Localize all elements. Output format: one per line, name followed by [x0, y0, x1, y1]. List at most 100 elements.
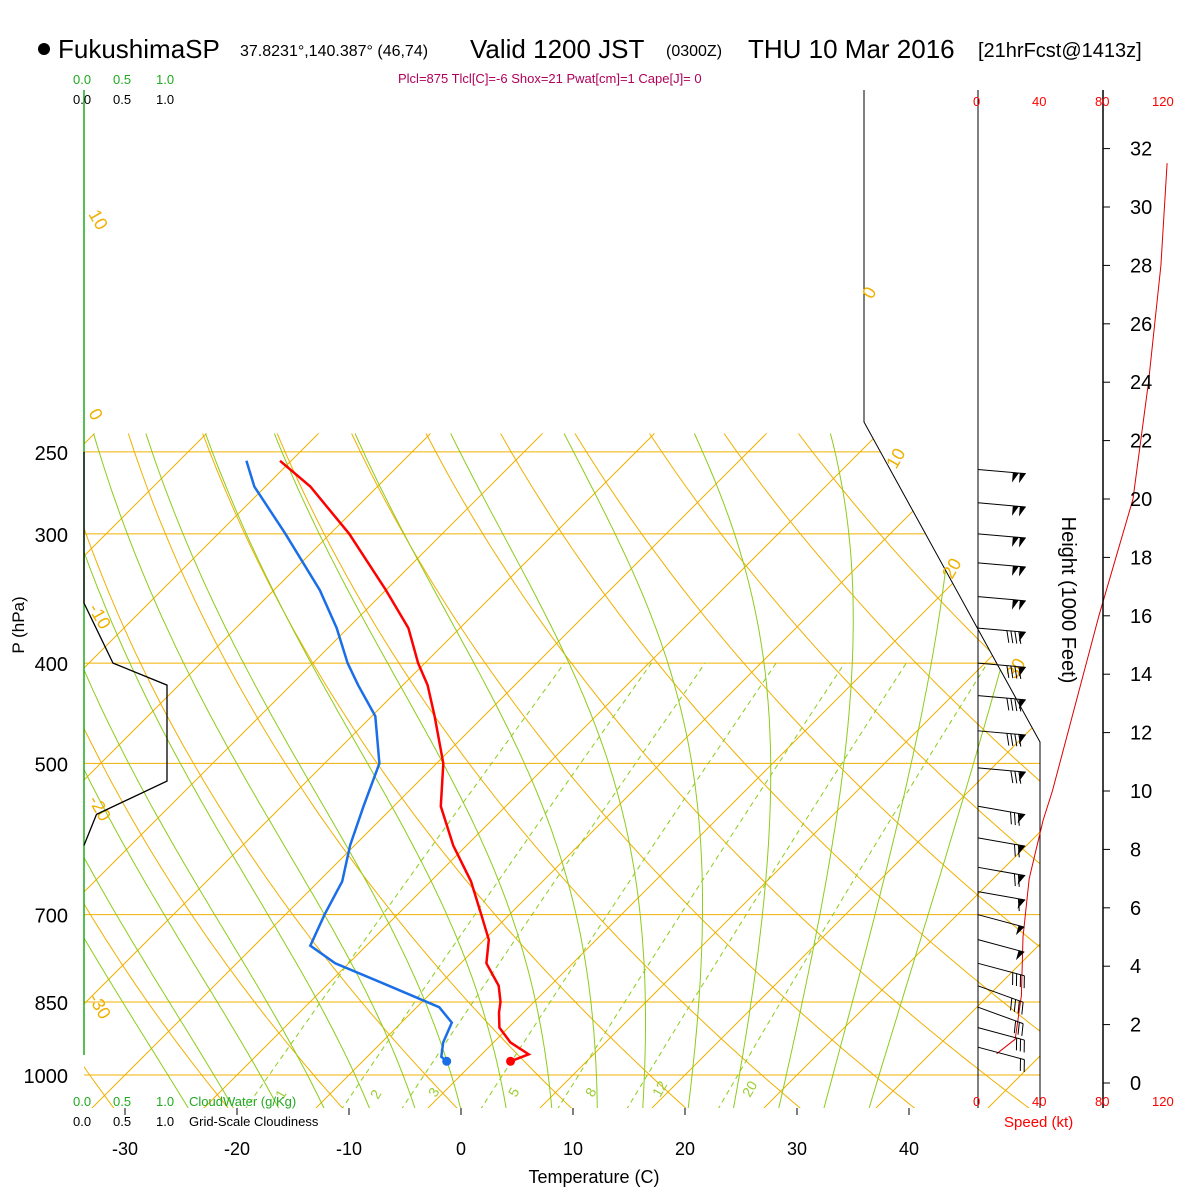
isotherm-line — [84, 433, 319, 1108]
speed-label: Speed (kt) — [1004, 1114, 1073, 1131]
wind-barb-flag — [1015, 950, 1025, 961]
wind-barb-flag — [1018, 699, 1026, 710]
temperature-tick-label: 30 — [787, 1139, 807, 1159]
wind-barb-feather — [1014, 631, 1018, 644]
speed-tick-top-80: 80 — [1095, 94, 1109, 109]
wind-barb-staff — [977, 1046, 1025, 1061]
pressure-tick-label: 300 — [35, 525, 68, 547]
isotherm-line — [84, 433, 543, 1108]
wind-barb — [977, 1046, 1025, 1072]
wind-barb-feather — [1006, 630, 1010, 643]
wind-barb-staff — [977, 627, 1026, 633]
pressure-tick-label: 250 — [35, 443, 68, 465]
wind-barb — [977, 866, 1026, 887]
cloud-tick-bot-green-0: 0.0 — [73, 1094, 91, 1109]
station-name: FukushimaSP — [58, 34, 220, 64]
height-tick-label: 14 — [1130, 664, 1152, 686]
wind-barb-flag — [1015, 925, 1025, 936]
wind-barb — [977, 502, 1026, 517]
wind-barb-feather — [1017, 898, 1020, 912]
height-tick-label: 12 — [1130, 723, 1152, 745]
wind-barb-staff — [977, 1027, 1025, 1041]
moist-adiabat-line — [84, 433, 195, 1108]
mixing-ratio-line — [620, 662, 907, 1108]
y-axis-label: P (hPa) — [9, 596, 28, 653]
height-tick-label: 26 — [1130, 314, 1152, 336]
height-tick-label: 0 — [1130, 1073, 1141, 1095]
moist-adiabat-line — [84, 433, 240, 1108]
x-axis-label: Temperature (C) — [528, 1167, 659, 1187]
cloud-tick-bot-black-0: 0.0 — [73, 1114, 91, 1129]
mixing-ratio-label: 2 — [367, 1087, 385, 1102]
temperature-tick-label: -20 — [224, 1139, 250, 1159]
wind-barb-staff — [977, 730, 1026, 736]
height-tick-label: 20 — [1130, 489, 1152, 511]
speed-tick-top-0: 0 — [973, 94, 980, 109]
wind-barb-staff — [977, 939, 1025, 953]
temperature-tick-label: 10 — [563, 1139, 583, 1159]
height-tick-label: 2 — [1130, 1015, 1141, 1037]
wind-barb-staff — [977, 837, 1026, 847]
moist-adiabat-line — [273, 433, 554, 1108]
mixing-ratio-labels: 1 2 3 5 8 12 20 — [272, 1078, 761, 1102]
cloud-tick-top-black-1: 0.5 — [113, 92, 131, 107]
dewpoint-curve — [245, 460, 454, 1063]
wind-barb-feather — [1013, 873, 1016, 887]
wind-barb-feather — [1018, 771, 1022, 784]
moist-adiabat-line — [820, 433, 955, 1108]
mixing-ratio-line — [335, 662, 652, 1108]
station-coords: 37.8231°,140.387° (46,74) — [240, 43, 428, 60]
dry-adiabat-line — [649, 433, 1040, 1108]
temperature-tick-label: 20 — [675, 1139, 695, 1159]
height-tick-label: 24 — [1130, 372, 1152, 394]
cloud-tick-bot-green-1: 0.5 — [113, 1094, 131, 1109]
height-tick-label: 16 — [1130, 606, 1152, 628]
dry-adiabat-line — [425, 433, 1040, 1108]
cloud-tick-bot-black-2: 1.0 — [156, 1114, 174, 1129]
moist-adiabat-line — [145, 433, 464, 1108]
temperature-curve-surface-dot — [506, 1056, 516, 1066]
moist-adiabat-line — [84, 433, 285, 1108]
wind-barb-feather — [1006, 733, 1010, 746]
isotherm-label: -30 — [85, 990, 115, 1023]
dry-adiabat-line — [202, 433, 697, 1108]
wind-barb-feather — [1013, 844, 1016, 857]
cloudiness-label: Grid-Scale Cloudiness — [189, 1114, 319, 1129]
speed-tick-bot-0: 0 — [973, 1094, 980, 1109]
moist-adiabat-line — [865, 433, 1040, 1108]
wind-barb — [977, 914, 1025, 936]
wind-barb-staff — [977, 596, 1026, 602]
isotherm-label: 0 — [85, 405, 107, 424]
wind-barb-feather — [1010, 998, 1013, 1011]
wind-barb — [977, 962, 1025, 989]
wind-barb-feather — [1013, 812, 1016, 826]
dry-adiabat-line — [351, 433, 928, 1108]
isotherm-label: 10 — [85, 206, 112, 233]
isotherm-line — [753, 433, 1040, 1108]
isotherm-label: 0 — [858, 283, 880, 302]
wind-barb-staff — [977, 662, 1026, 668]
temperature-curve — [279, 459, 532, 1063]
wind-barb — [977, 562, 1026, 577]
mixing-ratio-line — [395, 662, 706, 1108]
wind-barb — [977, 891, 1026, 912]
pressure-tick-label: 1000 — [24, 1066, 69, 1088]
utc-time: (0300Z) — [666, 43, 722, 60]
mixing-ratio-line — [712, 662, 988, 1108]
wind-barb — [977, 596, 1026, 611]
wind-barb-flag — [1011, 505, 1019, 516]
wind-barb-feather — [1018, 734, 1022, 747]
wind-barb — [977, 1027, 1025, 1053]
isotherm-label: 30 — [1002, 655, 1029, 682]
wind-barb-feather — [1013, 1020, 1017, 1034]
wind-barb-flag — [1018, 506, 1026, 517]
height-tick-label: 22 — [1130, 431, 1152, 453]
height-tick-label: 10 — [1130, 781, 1152, 803]
mixing-ratio-label: 12 — [649, 1078, 671, 1100]
isotherm-line — [84, 433, 767, 1108]
wind-barb — [977, 627, 1026, 644]
isotherm-line — [865, 433, 1040, 1108]
wind-barb-feather — [1018, 631, 1022, 644]
